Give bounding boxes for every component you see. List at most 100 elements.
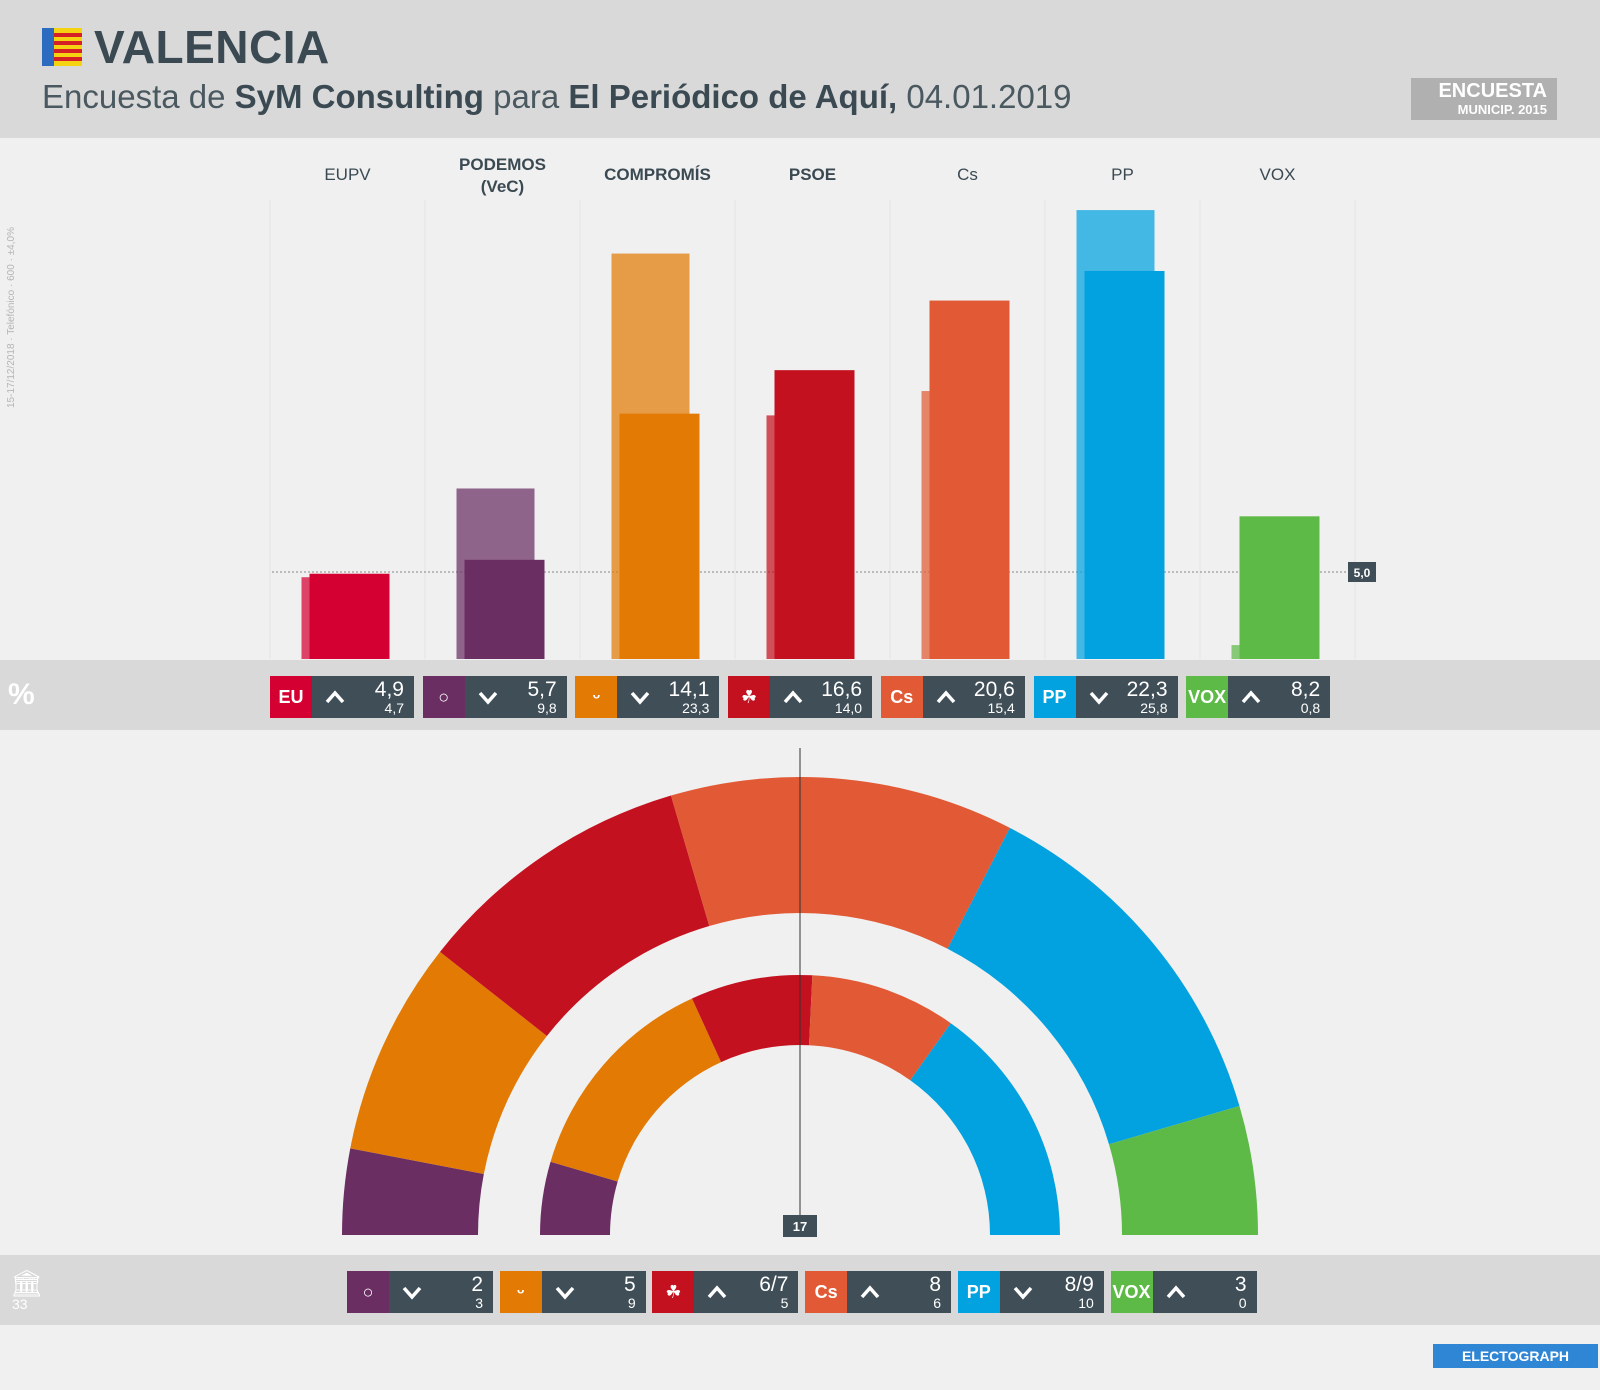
- value-now: 8/9: [1064, 1273, 1094, 1296]
- bar-now: [1084, 270, 1165, 659]
- arrow-down-icon: [1089, 691, 1108, 705]
- value-now: 5,7: [527, 678, 557, 701]
- value-prev: 5: [780, 1295, 789, 1311]
- arrow-up-icon: [325, 690, 345, 704]
- category-label: (VeC): [481, 177, 524, 196]
- threshold-label: 5,0: [1354, 566, 1371, 580]
- value-now: 20,6: [973, 678, 1015, 701]
- subtitle-prefix: Encuesta de: [42, 78, 235, 115]
- arrow-up-icon: [1241, 690, 1261, 704]
- majority-label: 17: [793, 1219, 807, 1234]
- value-now: 14,1: [668, 678, 710, 701]
- party-logo-icon: Cs: [880, 676, 923, 718]
- party-card: ☘ 16,6 14,0: [728, 676, 873, 718]
- party-card: ○ 5,7 9,8: [422, 676, 567, 718]
- badge-line1: ENCUESTA: [1438, 80, 1547, 102]
- arrow-down-icon: [555, 1286, 574, 1300]
- hemicycle-segment: [439, 795, 710, 1036]
- category-label: Cs: [957, 165, 978, 184]
- arrow-down-icon: [1013, 1286, 1033, 1300]
- percent-label: %: [8, 678, 35, 711]
- value-prev: 3: [475, 1295, 483, 1311]
- party-logo-icon: ☘: [652, 1271, 695, 1313]
- value-prev: 25,8: [1140, 700, 1168, 716]
- value-prev: 9: [627, 1295, 636, 1311]
- category-label: PODEMOS: [459, 155, 546, 174]
- seats-band: [0, 1255, 1600, 1325]
- vote-bar-chart: 5,0 EUPV PODEMOS (VeC) COMPROMÍS PSOE Cs PP VOX: [269, 155, 1376, 659]
- bar-now: [619, 413, 700, 659]
- subtitle-mid: para: [483, 78, 569, 115]
- electograph-logo: ELECTOGRAPH: [1433, 1344, 1598, 1368]
- hemicycle-segment: [342, 1148, 484, 1235]
- arrow-up-icon: [860, 1285, 880, 1299]
- arrow-up-icon: [783, 690, 803, 704]
- bar-now: [929, 300, 1010, 659]
- value-prev: 15,4: [987, 700, 1015, 716]
- party-logo-icon: ᵕ: [499, 1271, 542, 1313]
- party-logo-icon: ᵕ: [575, 676, 618, 718]
- arrow-up-icon: [936, 690, 956, 704]
- page-title: VALENCIA: [94, 21, 330, 73]
- hemicycle-segment: [691, 975, 813, 1063]
- party-logo-icon: PP: [1033, 676, 1076, 718]
- party-logo-icon: ☘: [728, 676, 771, 718]
- arrow-down-icon: [478, 691, 497, 705]
- party-card: PP 22,3 25,8: [1033, 676, 1178, 718]
- total-seats: 33: [12, 1296, 28, 1312]
- category-label: VOX: [1260, 165, 1296, 184]
- party-card: EU 4,9 4,7: [270, 676, 414, 718]
- bar-now: [309, 573, 390, 659]
- party-card: Cs 8 6: [805, 1271, 952, 1313]
- majority-box: [783, 1215, 817, 1237]
- party-logo-icon: EU: [270, 676, 312, 718]
- value-prev: 0,8: [1300, 700, 1321, 716]
- hemicycle-segment: [670, 777, 1010, 949]
- bar-now: [464, 559, 545, 659]
- media-name: El Periódico de Aquí,: [568, 78, 898, 115]
- hemicycle-segment: [809, 975, 951, 1081]
- parliament-icon: 🏛: [10, 1268, 44, 1298]
- value-prev: 14,0: [834, 700, 863, 716]
- value-prev: 23,3: [682, 700, 710, 716]
- hemicycle-segment: [910, 1023, 1060, 1235]
- value-prev: 6: [933, 1295, 942, 1311]
- bar-now: [1239, 516, 1320, 659]
- party-card: VOX 3 0: [1110, 1271, 1257, 1313]
- value-now: 3: [1234, 1273, 1247, 1296]
- poll-date: 04.01.2019: [897, 78, 1072, 115]
- value-now: 2: [471, 1273, 483, 1296]
- party-logo-icon: VOX: [1110, 1271, 1153, 1313]
- header-band: VALENCIA Encuesta de SyM Consulting para…: [0, 0, 1600, 138]
- value-prev: 4,7: [384, 700, 404, 716]
- value-now: 5: [624, 1273, 636, 1296]
- arrow-up-icon: [708, 1285, 727, 1299]
- value-now: 16,6: [821, 678, 863, 701]
- party-card: ☘ 6/7 5: [652, 1271, 799, 1313]
- subtitle: Encuesta de SyM Consulting para El Perió…: [42, 78, 1072, 116]
- hemicycle-segment: [540, 1161, 618, 1235]
- value-now: 8,2: [1290, 678, 1321, 701]
- value-now: 4,9: [374, 678, 404, 701]
- party-card: Cs 20,6 15,4: [880, 676, 1025, 718]
- arrow-down-icon: [402, 1286, 422, 1300]
- party-logo-icon: VOX: [1186, 676, 1229, 718]
- category-label: PP: [1111, 165, 1134, 184]
- value-prev: 9,8: [537, 700, 557, 716]
- value-prev: 10: [1078, 1295, 1094, 1311]
- value-now: 22,3: [1126, 678, 1168, 701]
- arrow-up-icon: [1166, 1285, 1185, 1299]
- hemicycle-segment: [947, 827, 1240, 1145]
- pollster-name: SyM Consulting: [234, 78, 484, 115]
- arrow-down-icon: [631, 691, 650, 705]
- hemicycle-segment: [1108, 1105, 1258, 1235]
- hemicycle-segment: [350, 951, 547, 1175]
- value-now: 8: [929, 1273, 942, 1296]
- hemicycle-segment: [550, 998, 722, 1182]
- party-logo-icon: PP: [957, 1271, 1000, 1313]
- party-card: ᵕ 14,1 23,3: [575, 676, 720, 718]
- party-logo-icon: ○: [422, 676, 465, 718]
- legend-badge: ENCUESTA MUNICIP. 2015: [1411, 78, 1557, 120]
